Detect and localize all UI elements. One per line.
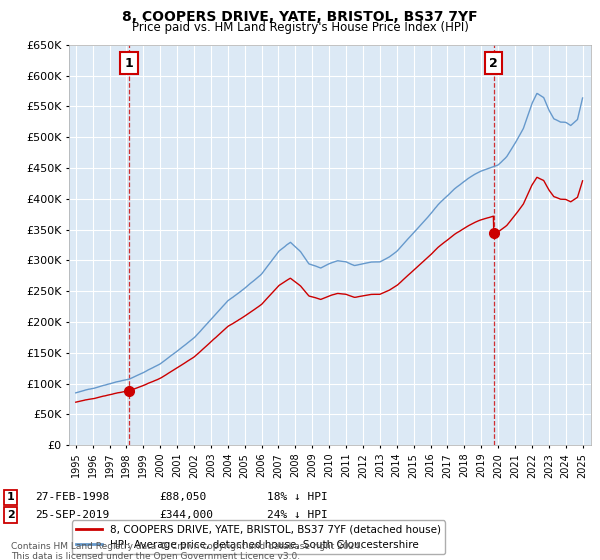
Text: 2: 2 <box>7 510 14 520</box>
Text: £88,050: £88,050 <box>159 492 206 502</box>
Text: 1: 1 <box>125 57 133 70</box>
Text: Price paid vs. HM Land Registry's House Price Index (HPI): Price paid vs. HM Land Registry's House … <box>131 21 469 34</box>
Text: 24% ↓ HPI: 24% ↓ HPI <box>267 510 328 520</box>
Text: 8, COOPERS DRIVE, YATE, BRISTOL, BS37 7YF: 8, COOPERS DRIVE, YATE, BRISTOL, BS37 7Y… <box>122 10 478 24</box>
Text: 1: 1 <box>7 492 14 502</box>
Text: 2: 2 <box>489 57 498 70</box>
Text: £344,000: £344,000 <box>159 510 213 520</box>
Text: 27-FEB-1998: 27-FEB-1998 <box>35 492 109 502</box>
Text: 25-SEP-2019: 25-SEP-2019 <box>35 510 109 520</box>
Text: 18% ↓ HPI: 18% ↓ HPI <box>267 492 328 502</box>
Text: Contains HM Land Registry data © Crown copyright and database right 2024.
This d: Contains HM Land Registry data © Crown c… <box>11 542 362 560</box>
Legend: 8, COOPERS DRIVE, YATE, BRISTOL, BS37 7YF (detached house), HPI: Average price, : 8, COOPERS DRIVE, YATE, BRISTOL, BS37 7Y… <box>71 520 445 554</box>
